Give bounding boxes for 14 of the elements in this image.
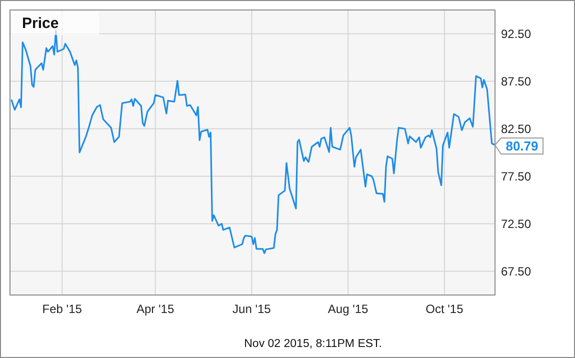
x-tick-label: Feb '15: [42, 302, 82, 316]
x-tick-label: Apr '15: [136, 302, 174, 316]
x-tick-label: Aug '15: [328, 302, 369, 316]
y-tick-label: 92.50: [501, 26, 532, 41]
y-tick-label: 77.50: [501, 169, 532, 184]
x-tick-label: Oct '15: [426, 302, 464, 316]
x-tick-label: Jun '15: [232, 302, 272, 316]
y-tick-label: 67.50: [501, 264, 532, 278]
y-tick-label: 87.50: [501, 74, 532, 88]
y-tick-label: 72.50: [501, 216, 532, 231]
text: Nov 02 2015, 8:11PM EST.: [244, 338, 382, 350]
annotation: 80.79: [506, 138, 538, 154]
y-tick-label: 82.50: [501, 122, 532, 136]
chart-title: Price: [22, 15, 59, 32]
